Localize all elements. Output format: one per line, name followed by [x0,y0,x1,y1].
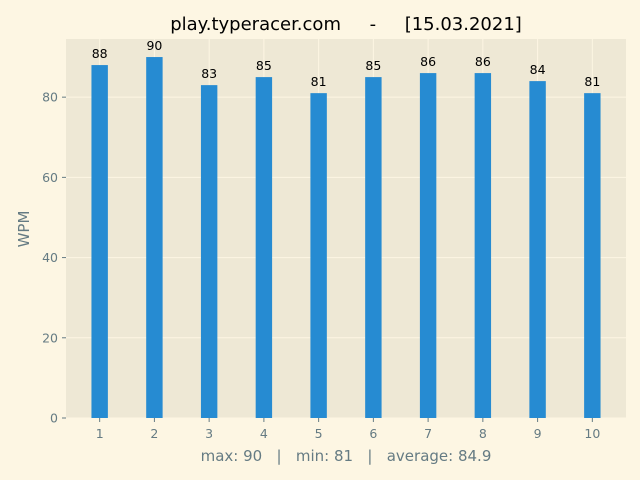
x-tick-label: 5 [315,426,323,441]
bar-value-label: 88 [92,46,108,61]
bar [474,73,492,418]
bar-value-label: 85 [256,58,272,73]
bar-value-label: 81 [584,74,600,89]
y-tick-label: 60 [42,170,58,185]
bars [91,57,601,419]
bar [146,57,163,419]
bar-value-label: 90 [146,38,162,53]
x-tick-label: 7 [424,426,432,441]
y-tick-label: 20 [42,330,58,345]
x-axis-ticks: 1 2 3 4 5 6 7 8 9 10 [96,418,600,441]
bar [200,85,218,418]
y-axis-label: WPM [15,211,33,248]
bar-value-label: 84 [530,62,546,77]
y-tick-label: 0 [50,411,58,426]
y-tick-label: 40 [42,250,58,265]
bar-value-label: 83 [201,66,217,81]
bar-value-label: 85 [365,58,381,73]
bar [310,93,327,419]
x-tick-label: 9 [534,426,542,441]
x-tick-label: 1 [96,426,104,441]
bar [584,93,601,419]
x-tick-label: 6 [369,426,377,441]
bar [365,77,382,419]
bar-value-label: 86 [420,54,436,69]
x-axis-label: max: 90 | min: 81 | average: 84.9 [201,447,492,465]
x-tick-label: 2 [150,426,158,441]
x-tick-label: 4 [260,426,268,441]
chart-title: play.typeracer.com - [15.03.2021] [170,14,522,35]
bar-value-label: 86 [475,54,491,69]
bar-value-label: 81 [311,74,327,89]
bar [419,73,437,418]
data-labels: 88 90 83 85 81 85 86 86 84 81 [92,38,601,89]
x-tick-label: 3 [205,426,213,441]
y-tick-label: 80 [42,90,58,105]
bar [529,81,546,418]
y-axis-ticks: 0 20 40 60 80 [42,90,66,426]
bar [91,65,108,418]
bar [255,77,273,419]
x-tick-label: 8 [479,426,487,441]
x-tick-label: 10 [584,426,600,441]
